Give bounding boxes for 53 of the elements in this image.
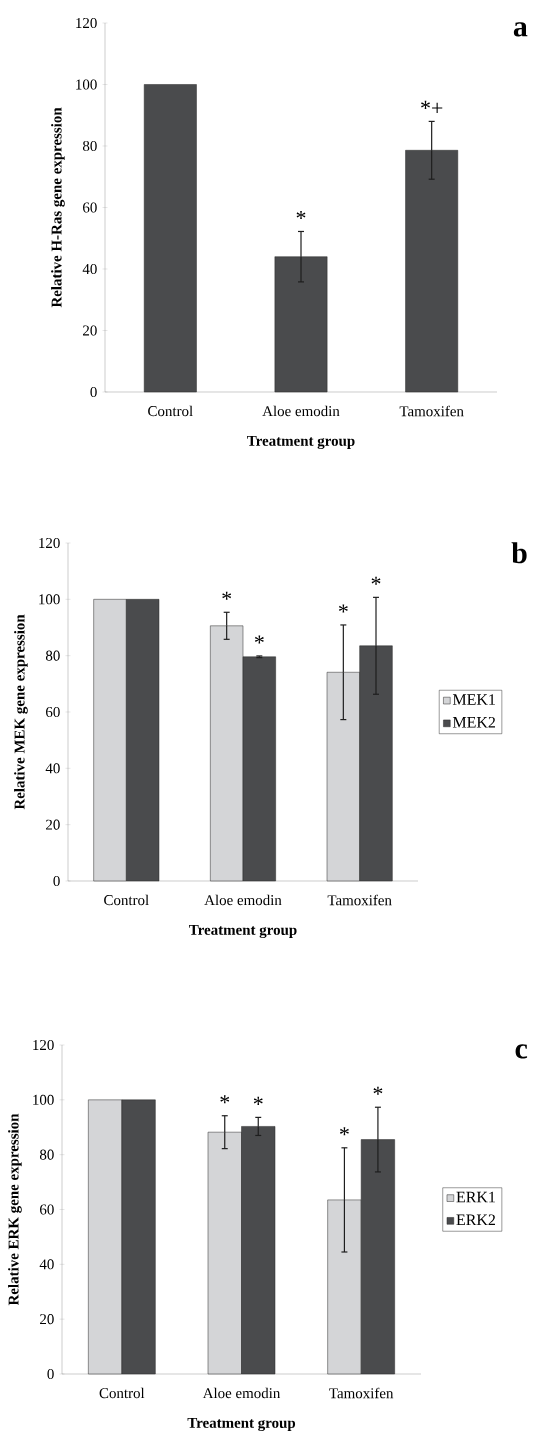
y-tick-label: 60 xyxy=(83,202,97,213)
y-tick-label: 100 xyxy=(76,79,97,90)
y-tick-label: 0 xyxy=(47,1368,54,1380)
y-tick-label: 120 xyxy=(33,1039,54,1051)
x-tick-label: Tamoxifen xyxy=(329,1387,394,1399)
x-tick-label: Aloe emodin xyxy=(202,1387,281,1399)
y-tick-label: 60 xyxy=(40,1204,54,1215)
x-tick-label: Tamoxifen xyxy=(399,405,464,417)
y-tick-label: 100 xyxy=(39,594,60,605)
y-axis-title: Relative H-Ras gene expression xyxy=(51,107,65,308)
y-tick-label: 80 xyxy=(39,1149,54,1160)
annotation: * xyxy=(373,1086,383,1095)
x-tick-label: Aloe emodin xyxy=(262,405,340,417)
x-axis-title: Treatment group xyxy=(247,435,355,450)
annotation: * xyxy=(253,1096,263,1105)
legend-label: ERK2 xyxy=(456,1214,495,1226)
annotation: * xyxy=(222,591,232,600)
x-tick-label: Control xyxy=(104,894,149,906)
y-tick-label: 20 xyxy=(46,819,60,830)
x-tick-label: Aloe emodin xyxy=(204,894,282,906)
y-tick-label: 40 xyxy=(45,763,60,774)
y-tick-label: 80 xyxy=(45,650,60,661)
x-axis-title: Treatment group xyxy=(187,1417,296,1432)
text: a xyxy=(513,22,528,37)
annotation: *+ xyxy=(421,100,443,114)
annotation: * xyxy=(338,604,348,613)
y-tick-label: 20 xyxy=(83,325,97,336)
annotation: * xyxy=(254,635,264,644)
y-tick-label: 80 xyxy=(82,140,97,152)
y-tick-label: 20 xyxy=(40,1314,54,1325)
y-tick-label: 0 xyxy=(53,875,60,887)
y-tick-label: 100 xyxy=(33,1094,54,1105)
legend-label: MEK2 xyxy=(452,716,495,728)
y-tick-label: 40 xyxy=(39,1259,54,1270)
x-axis-title: Treatment group xyxy=(189,924,297,939)
y-tick-label: 60 xyxy=(46,706,60,718)
y-axis-title: Relative MEK gene expression xyxy=(14,614,28,810)
annotation: * xyxy=(371,576,381,585)
x-tick-label: Control xyxy=(99,1387,145,1399)
y-tick-label: 0 xyxy=(90,386,97,398)
legend-label: MEK1 xyxy=(452,694,495,705)
x-tick-label: Tamoxifen xyxy=(327,894,392,906)
text: c xyxy=(515,1044,528,1059)
y-axis-title: Relative ERK gene expression xyxy=(8,1113,22,1306)
y-tick-label: 120 xyxy=(76,17,97,29)
x-tick-label: Control xyxy=(148,405,193,417)
annotation: * xyxy=(296,210,306,219)
annotation: * xyxy=(340,1127,349,1136)
text: b xyxy=(511,542,527,564)
y-tick-label: 120 xyxy=(39,537,60,549)
legend-label: ERK1 xyxy=(456,1191,495,1203)
annotation: * xyxy=(220,1095,230,1104)
y-tick-label: 40 xyxy=(82,263,97,275)
